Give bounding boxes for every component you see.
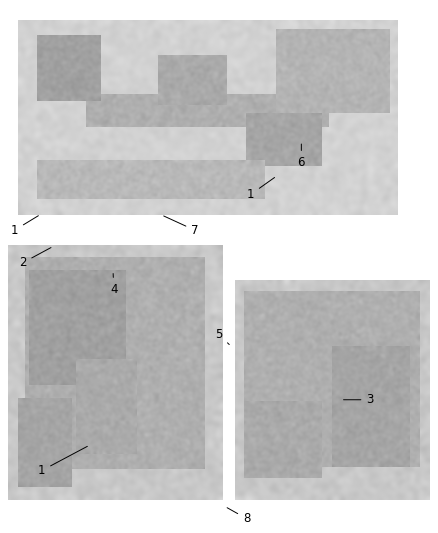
- Text: 6: 6: [297, 144, 305, 169]
- Text: 7: 7: [164, 216, 199, 237]
- Text: 3: 3: [343, 393, 374, 406]
- Text: 2: 2: [19, 247, 51, 269]
- Text: 1: 1: [38, 446, 87, 477]
- Text: 1: 1: [11, 216, 39, 237]
- Text: 5: 5: [215, 328, 229, 344]
- Text: 1: 1: [247, 177, 275, 201]
- Text: 8: 8: [227, 508, 250, 525]
- Text: 4: 4: [110, 273, 118, 296]
